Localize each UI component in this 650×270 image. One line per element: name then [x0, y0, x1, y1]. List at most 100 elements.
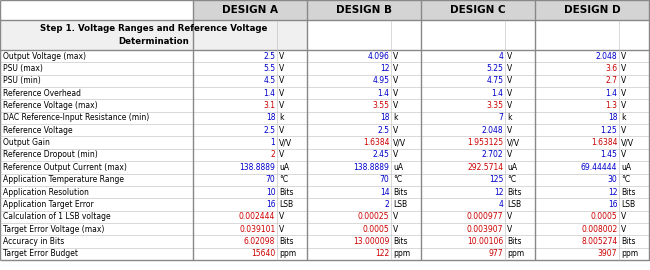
Bar — [307, 20, 421, 50]
Text: 2.702: 2.702 — [482, 150, 503, 160]
Text: PSU (min): PSU (min) — [3, 76, 41, 85]
Bar — [391, 248, 421, 260]
Bar — [391, 124, 421, 136]
Bar — [193, 50, 278, 62]
Bar — [535, 186, 619, 198]
Text: V: V — [621, 52, 627, 61]
Text: Bits: Bits — [508, 188, 522, 197]
Bar — [391, 186, 421, 198]
Text: 1.953125: 1.953125 — [467, 138, 503, 147]
Text: 0.002444: 0.002444 — [239, 212, 276, 221]
Bar — [391, 62, 421, 75]
Text: uA: uA — [508, 163, 517, 172]
Bar — [391, 112, 421, 124]
Text: DESIGN D: DESIGN D — [564, 5, 620, 15]
Bar — [0, 124, 193, 136]
Text: Reference Overhead: Reference Overhead — [3, 89, 81, 98]
Text: uA: uA — [393, 163, 404, 172]
Text: 1.3: 1.3 — [605, 101, 617, 110]
Text: k: k — [508, 113, 512, 122]
Bar — [193, 186, 278, 198]
Bar — [278, 211, 307, 223]
Text: ppm: ppm — [621, 249, 638, 258]
Bar — [391, 174, 421, 186]
Bar — [421, 198, 505, 211]
Bar — [421, 124, 505, 136]
Text: DESIGN A: DESIGN A — [222, 5, 278, 15]
Bar — [307, 112, 391, 124]
Bar — [307, 223, 391, 235]
Bar — [193, 124, 278, 136]
Bar — [0, 211, 193, 223]
Text: 138.8889: 138.8889 — [239, 163, 276, 172]
Bar — [278, 235, 307, 248]
Text: Calculation of 1 LSB voltage: Calculation of 1 LSB voltage — [3, 212, 110, 221]
Text: 4.95: 4.95 — [372, 76, 389, 85]
Text: V: V — [621, 89, 627, 98]
Bar — [307, 0, 421, 20]
Bar — [505, 99, 535, 112]
Text: 16: 16 — [266, 200, 276, 209]
Bar — [619, 161, 649, 174]
Bar — [278, 223, 307, 235]
Text: 12: 12 — [380, 64, 389, 73]
Text: uA: uA — [621, 163, 632, 172]
Bar — [619, 136, 649, 149]
Bar — [619, 112, 649, 124]
Bar — [391, 161, 421, 174]
Text: 2.5: 2.5 — [263, 52, 276, 61]
Text: °C: °C — [508, 175, 517, 184]
Text: °C: °C — [280, 175, 289, 184]
Bar — [193, 149, 278, 161]
Text: k: k — [393, 113, 398, 122]
Text: 2: 2 — [270, 150, 276, 160]
Bar — [535, 174, 619, 186]
Bar — [421, 174, 505, 186]
Text: 1.6384: 1.6384 — [591, 138, 618, 147]
Bar — [619, 87, 649, 99]
Text: k: k — [621, 113, 626, 122]
Bar — [421, 235, 505, 248]
Bar — [535, 223, 619, 235]
Text: 12: 12 — [608, 188, 617, 197]
Text: ppm: ppm — [508, 249, 525, 258]
Bar — [391, 211, 421, 223]
Text: 70: 70 — [380, 175, 389, 184]
Bar — [391, 198, 421, 211]
Text: 69.44444: 69.44444 — [581, 163, 618, 172]
Bar — [535, 50, 619, 62]
Bar — [307, 62, 391, 75]
Bar — [0, 112, 193, 124]
Text: Reference Voltage (max): Reference Voltage (max) — [3, 101, 98, 110]
Text: Reference Dropout (min): Reference Dropout (min) — [3, 150, 98, 160]
Text: 18: 18 — [380, 113, 389, 122]
Text: Accuracy in Bits: Accuracy in Bits — [3, 237, 64, 246]
Text: V: V — [508, 89, 513, 98]
Text: 5.5: 5.5 — [263, 64, 276, 73]
Text: 18: 18 — [608, 113, 617, 122]
Bar — [535, 20, 649, 50]
Bar — [619, 99, 649, 112]
Bar — [391, 136, 421, 149]
Bar — [505, 198, 535, 211]
Text: 1.4: 1.4 — [605, 89, 617, 98]
Bar — [505, 211, 535, 223]
Bar — [421, 161, 505, 174]
Text: 4.096: 4.096 — [367, 52, 389, 61]
Text: Bits: Bits — [508, 237, 522, 246]
Text: 6.02098: 6.02098 — [244, 237, 276, 246]
Bar — [193, 0, 307, 20]
Text: 10: 10 — [266, 188, 276, 197]
Text: 4.75: 4.75 — [486, 76, 503, 85]
Text: V: V — [393, 101, 398, 110]
Bar — [0, 235, 193, 248]
Text: Application Resolution: Application Resolution — [3, 188, 89, 197]
Bar — [619, 223, 649, 235]
Bar — [619, 248, 649, 260]
Bar — [505, 223, 535, 235]
Text: V: V — [393, 89, 398, 98]
Bar — [421, 50, 505, 62]
Text: 15640: 15640 — [251, 249, 276, 258]
Bar — [421, 248, 505, 260]
Text: V: V — [508, 101, 513, 110]
